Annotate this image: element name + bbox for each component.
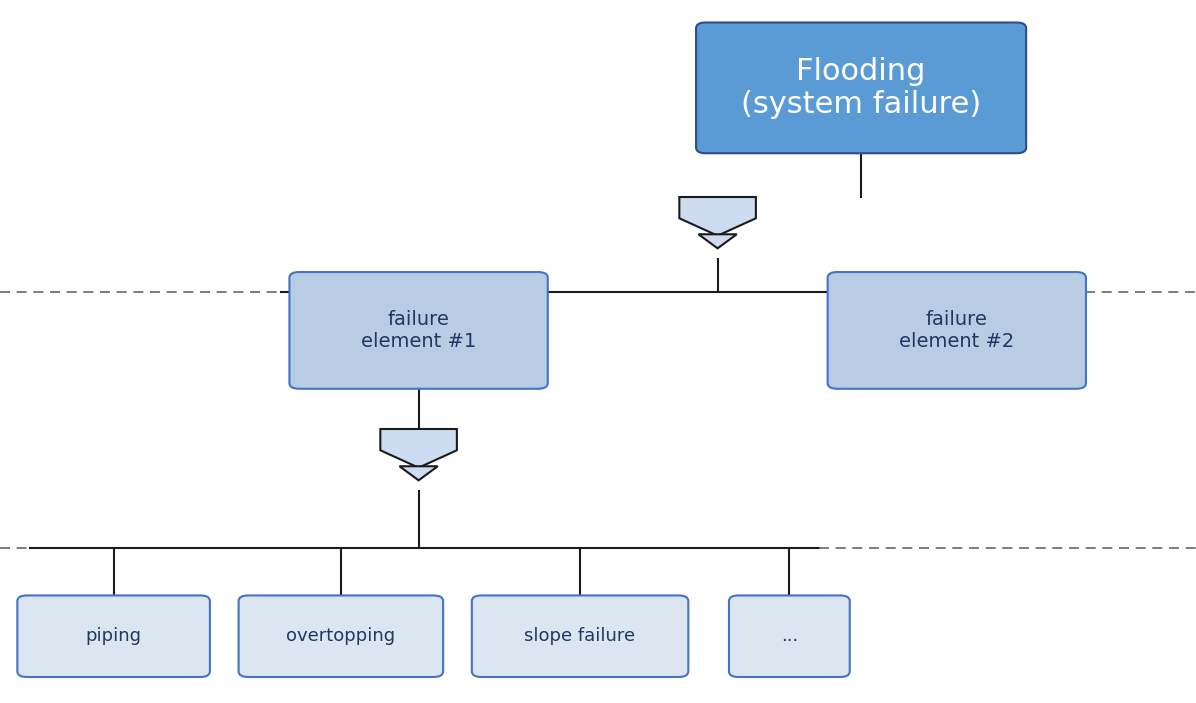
Polygon shape xyxy=(679,197,756,236)
Text: ...: ... xyxy=(781,627,798,645)
Text: failure
element #2: failure element #2 xyxy=(899,310,1014,351)
FancyBboxPatch shape xyxy=(828,272,1086,389)
FancyBboxPatch shape xyxy=(238,595,443,677)
Text: piping: piping xyxy=(86,627,141,645)
FancyBboxPatch shape xyxy=(18,595,210,677)
FancyBboxPatch shape xyxy=(289,272,548,389)
Text: failure
element #1: failure element #1 xyxy=(361,310,476,351)
Text: slope failure: slope failure xyxy=(525,627,635,645)
Text: overtopping: overtopping xyxy=(286,627,396,645)
Polygon shape xyxy=(399,466,438,480)
Polygon shape xyxy=(698,234,737,248)
Polygon shape xyxy=(380,429,457,467)
FancyBboxPatch shape xyxy=(730,595,849,677)
FancyBboxPatch shape xyxy=(696,22,1026,153)
Text: Flooding
(system failure): Flooding (system failure) xyxy=(742,56,981,120)
FancyBboxPatch shape xyxy=(471,595,688,677)
